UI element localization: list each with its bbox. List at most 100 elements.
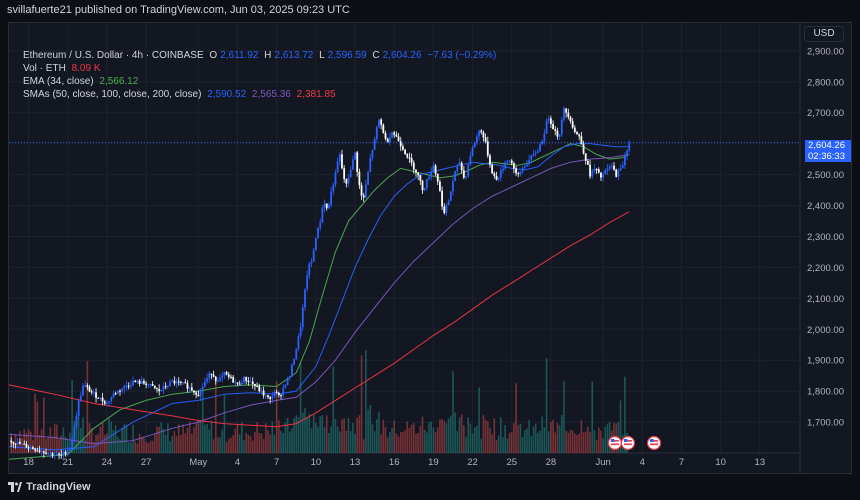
candle-body: [569, 116, 572, 122]
candle-body: [380, 119, 383, 125]
volume-bar: [362, 439, 365, 453]
volume-bar: [206, 423, 208, 453]
candle-body: [410, 158, 413, 163]
volume-bar: [602, 438, 604, 453]
legend-close-label: C: [372, 50, 380, 61]
candle-body: [55, 453, 58, 455]
volume-bar: [421, 416, 424, 453]
volume-bar: [380, 434, 382, 453]
candle-body: [360, 185, 363, 196]
volume-bar: [204, 424, 206, 453]
volume-bar: [247, 434, 250, 453]
candle-body: [175, 381, 178, 384]
candle-body: [293, 359, 295, 365]
candle-body: [262, 390, 265, 396]
volume-bar: [354, 433, 356, 453]
chart-area[interactable]: 1,700.00 1,800.00 1,900.00 2,000.00 2,100.00…: [8, 22, 852, 474]
candle-body: [310, 261, 313, 264]
candle-body: [628, 143, 631, 151]
candle-body: [482, 132, 485, 138]
candle-body: [465, 176, 467, 178]
volume-bar: [182, 424, 184, 453]
volume-bar: [519, 423, 522, 453]
volume-bar: [245, 432, 248, 453]
legend-change: −7.63 (−0.29%): [427, 50, 497, 61]
candle-body: [384, 132, 387, 139]
candle-body: [619, 168, 622, 171]
candle-body: [73, 427, 76, 440]
candle-body: [504, 162, 507, 169]
candle-body: [443, 206, 446, 213]
x-tick-label: 16: [389, 457, 400, 468]
candle-body: [521, 167, 524, 172]
volume-bar: [251, 440, 254, 453]
candle-body: [595, 169, 598, 171]
volume-bar: [64, 436, 67, 453]
volume-bar: [164, 434, 167, 453]
candle-body: [484, 137, 487, 142]
candle-body: [341, 154, 343, 169]
candle-body: [297, 335, 300, 349]
candle-body: [18, 442, 21, 444]
candle-body: [97, 397, 100, 399]
candle-body: [306, 275, 309, 290]
candle-body: [571, 121, 574, 128]
candle-body: [132, 380, 134, 386]
volume-bar: [134, 441, 137, 453]
volume-bar: [441, 419, 443, 453]
candle-body: [491, 164, 494, 174]
volume-bar: [160, 422, 163, 453]
volume-bar: [123, 423, 126, 453]
candle-body: [288, 376, 291, 379]
y-tick-label: 2,900.00: [807, 46, 844, 57]
candle-body: [343, 168, 346, 179]
candle-body: [462, 170, 465, 178]
currency-label[interactable]: USD: [804, 26, 844, 42]
volume-bar: [56, 424, 58, 453]
volume-bar: [88, 423, 91, 453]
candle-body: [467, 164, 470, 177]
candle-body: [219, 377, 222, 381]
volume-bar: [404, 430, 406, 453]
candle-body: [88, 387, 91, 392]
last-price-tag: 2,604.26 02:36:33: [805, 140, 851, 162]
candle-body: [471, 147, 474, 156]
volume-bar: [197, 420, 200, 453]
candle-body: [447, 200, 450, 206]
candle-body: [386, 138, 389, 143]
candle-body: [264, 395, 267, 397]
candle-body: [201, 386, 204, 390]
volume-bar: [262, 439, 265, 453]
volume-bar: [171, 436, 174, 453]
candle-body: [530, 155, 533, 160]
volume-bar: [93, 441, 95, 453]
volume-bar: [547, 431, 550, 453]
candle-body: [425, 178, 428, 188]
candle-body: [478, 130, 480, 137]
price-chart[interactable]: 1,700.00 1,800.00 1,900.00 2,000.00 2,100.00…: [9, 23, 851, 473]
volume-bar: [382, 419, 385, 453]
candle-body: [445, 205, 448, 213]
candle-body: [203, 381, 206, 387]
candle-body: [92, 392, 95, 394]
volume-bar: [127, 442, 130, 453]
volume-bar: [217, 437, 219, 453]
candle-body: [84, 385, 87, 387]
volume-bar: [112, 430, 115, 453]
volume-bar: [358, 415, 361, 453]
volume-bar: [53, 423, 56, 453]
candle-body: [523, 166, 526, 168]
candle-body: [510, 160, 513, 164]
candle-body: [499, 170, 502, 178]
volume-bar: [389, 431, 391, 453]
volume-bar: [84, 439, 86, 453]
volume-bar: [62, 427, 65, 453]
volume-bar: [177, 424, 180, 453]
volume-bar: [558, 425, 561, 453]
candle-body: [110, 397, 113, 402]
legend-sma100-value: 2,565.36: [251, 89, 291, 100]
volume-bar: [293, 418, 295, 453]
candle-body: [23, 443, 26, 445]
candle-body: [138, 380, 141, 384]
candle-body: [127, 385, 130, 387]
